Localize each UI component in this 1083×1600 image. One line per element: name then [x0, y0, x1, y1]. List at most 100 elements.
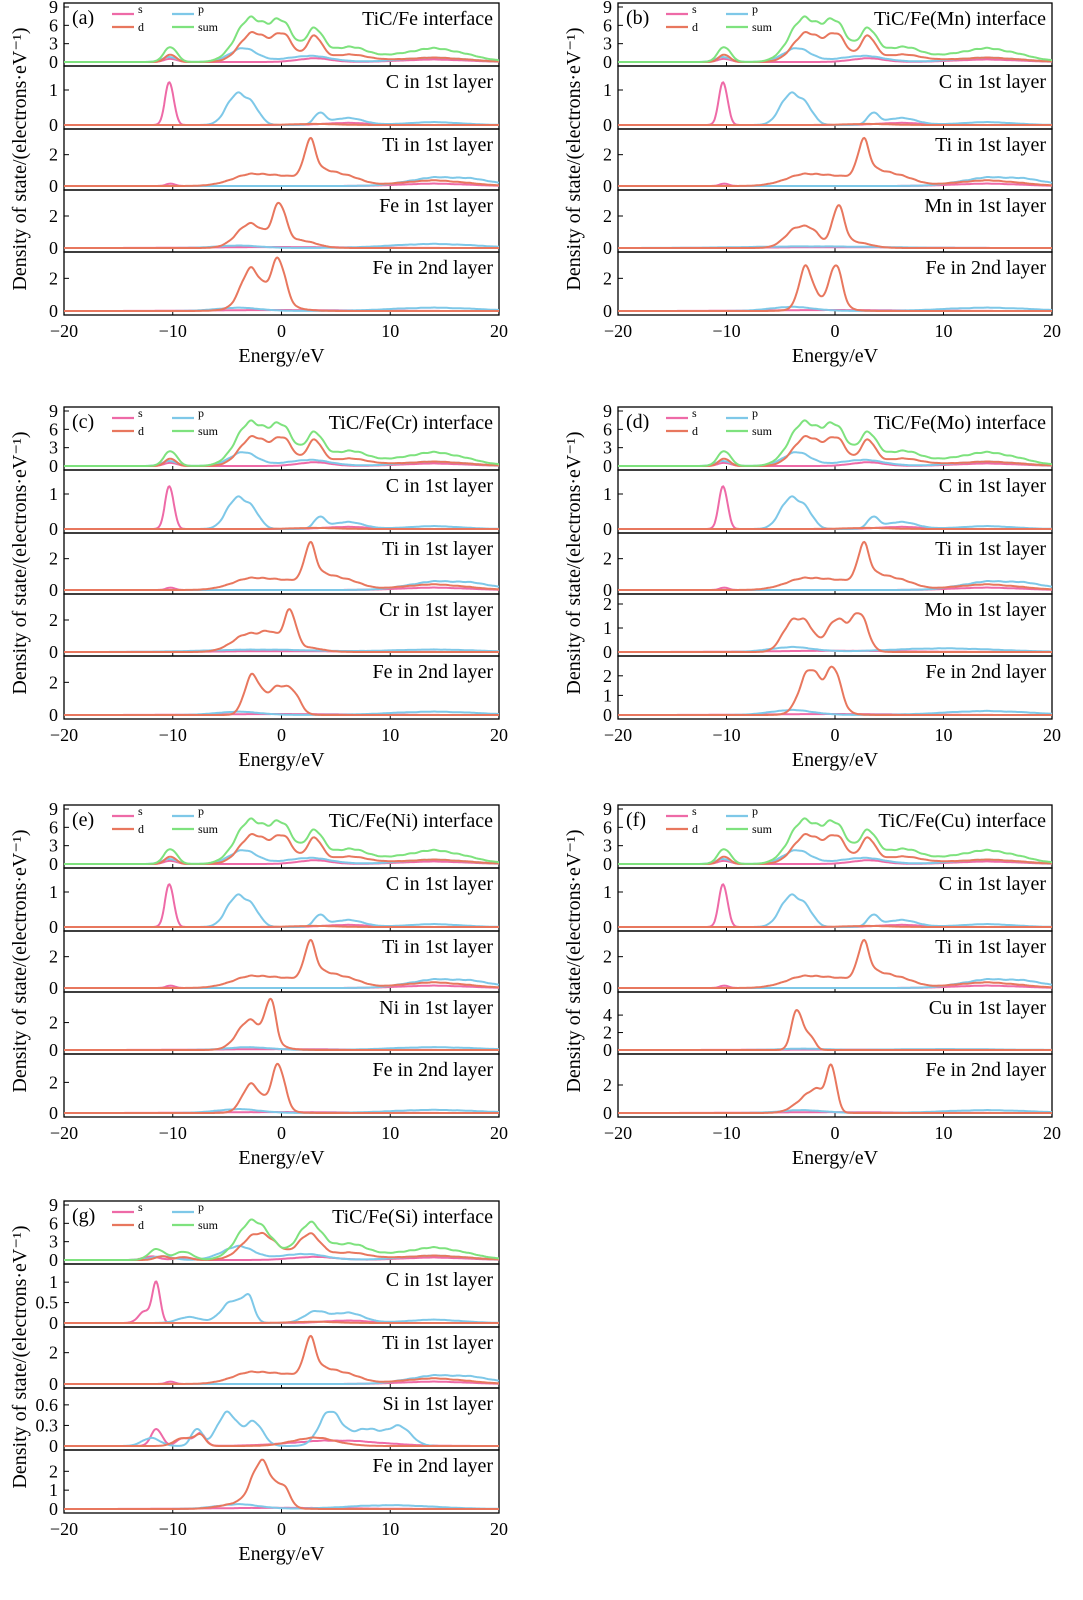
- x-tick-label: −10: [159, 321, 187, 341]
- y-tick-label: 6: [603, 15, 612, 35]
- subplot-4: 0 2 Cr in 1st layer: [49, 593, 500, 662]
- subplot-3: 0 2 Ti in 1st layer: [603, 128, 1053, 196]
- x-tick-label: 20: [490, 321, 508, 341]
- y-tick-label: 0: [603, 705, 612, 725]
- subplot-title: Mo in 1st layer: [924, 599, 1046, 621]
- y-tick-label: 0: [49, 978, 58, 998]
- y-tick-label: 0: [603, 917, 612, 937]
- x-axis-label: Energy/eV: [238, 1147, 325, 1169]
- y-tick-label: 2: [603, 666, 612, 686]
- y-tick-label: 6: [603, 419, 612, 439]
- subplot-4: 0 2 Ni in 1st layer: [49, 991, 500, 1060]
- legend-label-d: d: [692, 20, 698, 34]
- y-tick-label: 0: [603, 642, 612, 662]
- legend: s p d sum: [666, 406, 773, 438]
- x-tick-label: 10: [381, 1519, 399, 1539]
- subplot-title: TiC/Fe(Ni) interface: [329, 810, 493, 832]
- subplot-title: Ti in 1st layer: [382, 134, 493, 156]
- x-axis-label: Energy/eV: [238, 1543, 325, 1565]
- y-tick-label: 0: [49, 519, 58, 539]
- subplot-title: Ti in 1st layer: [935, 134, 1046, 156]
- legend-label-d: d: [138, 1218, 144, 1232]
- series-p: [618, 580, 1052, 591]
- legend-label-s: s: [138, 2, 143, 16]
- y-tick-label: 2: [603, 1023, 612, 1043]
- panel-label: (f): [626, 809, 646, 831]
- legend-label-s: s: [692, 2, 697, 16]
- y-tick-label: 2: [49, 1072, 58, 1092]
- subplot-4: 0 2 Fe in 1st layer: [49, 189, 500, 258]
- x-tick-label: 20: [1043, 1123, 1061, 1143]
- y-tick-label: 3: [603, 34, 612, 54]
- y-tick-label: 0: [603, 978, 612, 998]
- subplot-title: Cu in 1st layer: [929, 997, 1047, 1019]
- subplot-title: C in 1st layer: [939, 71, 1047, 93]
- x-tick-label: −20: [604, 1123, 632, 1143]
- x-tick-label: 10: [935, 321, 953, 341]
- series-p: [64, 176, 499, 187]
- y-tick-label: 6: [603, 817, 612, 837]
- y-tick-label: 3: [49, 34, 58, 54]
- legend-label-d: d: [138, 20, 144, 34]
- subplot-title: Ti in 1st layer: [382, 538, 493, 560]
- series-d: [618, 526, 1052, 530]
- y-tick-label: 0: [603, 301, 612, 321]
- x-tick-label: 10: [381, 1123, 399, 1143]
- subplot-title: Ti in 1st layer: [382, 936, 493, 958]
- series-d: [64, 122, 499, 126]
- y-tick-label: 2: [49, 672, 58, 692]
- y-tick-label: 2: [49, 610, 58, 630]
- legend: s p d sum: [112, 1200, 219, 1232]
- x-tick-label: 10: [381, 321, 399, 341]
- subplot-3: 0 2 Ti in 1st layer: [49, 1326, 500, 1394]
- x-tick-label: 10: [935, 1123, 953, 1143]
- series-d: [64, 1432, 499, 1447]
- subplot-title: TiC/Fe(Mn) interface: [874, 8, 1046, 30]
- y-tick-label: 9: [603, 799, 612, 819]
- subplot-title: Mn in 1st layer: [924, 195, 1046, 217]
- legend: s p d sum: [666, 804, 773, 836]
- y-tick-label: 2: [49, 947, 58, 967]
- y-tick-label: 0: [603, 238, 612, 258]
- subplot-3: 0 2 Ti in 1st layer: [49, 532, 500, 600]
- y-tick-label: 0: [603, 1040, 612, 1060]
- y-tick-label: 0: [603, 52, 612, 72]
- panel-label: (c): [72, 411, 94, 433]
- y-tick-label: 2: [49, 1013, 58, 1033]
- legend-label-sum: sum: [752, 20, 773, 34]
- y-axis-label: Density of state/(electrons·eV⁻¹): [9, 1225, 31, 1488]
- legend-label-p: p: [198, 1200, 204, 1214]
- legend-label-d: d: [692, 822, 698, 836]
- subplot-title: Fe in 2nd layer: [925, 257, 1046, 279]
- x-axis-label: Energy/eV: [238, 345, 325, 367]
- y-tick-label: 3: [603, 836, 612, 856]
- legend-label-p: p: [198, 2, 204, 16]
- x-tick-label: 20: [1043, 321, 1061, 341]
- y-tick-label: 1: [49, 882, 58, 902]
- legend: s p d sum: [112, 406, 219, 438]
- series-sum: [618, 15, 1052, 63]
- subplot-2: 0 1 C in 1st layer: [603, 867, 1053, 937]
- series-p: [618, 91, 1052, 126]
- series-d: [64, 672, 499, 716]
- subplot-2: 0 1 C in 1st layer: [603, 469, 1053, 539]
- subplot-title: Fe in 2nd layer: [372, 1059, 493, 1081]
- subplot-title: TiC/Fe(Cr) interface: [329, 412, 493, 434]
- panel-label: (d): [626, 411, 649, 433]
- y-tick-label: 0: [49, 238, 58, 258]
- panel-label: (g): [72, 1205, 95, 1227]
- legend-label-s: s: [138, 406, 143, 420]
- series-p: [64, 1374, 499, 1385]
- x-axis-label: Energy/eV: [792, 345, 879, 367]
- subplot-title: Ti in 1st layer: [382, 1332, 493, 1354]
- y-axis-label: Density of state/(electrons·eV⁻¹): [9, 27, 31, 290]
- legend-label-sum: sum: [198, 424, 219, 438]
- y-tick-label: 0: [49, 456, 58, 476]
- subplot-2: 0 1 C in 1st layer: [603, 65, 1053, 135]
- subplot-title: Fe in 2nd layer: [925, 1059, 1046, 1081]
- legend-label-s: s: [692, 406, 697, 420]
- y-tick-label: 2: [603, 145, 612, 165]
- series-d: [618, 1063, 1052, 1114]
- subplot-5: 012 Fe in 2nd layer: [49, 1449, 500, 1519]
